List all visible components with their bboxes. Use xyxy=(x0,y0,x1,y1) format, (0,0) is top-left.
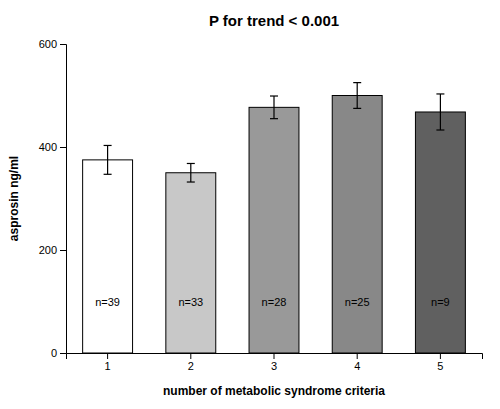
y-tick-label: 600 xyxy=(39,38,57,50)
x-tick-mark xyxy=(107,353,108,359)
x-axis: 1 2 3 4 5 xyxy=(67,353,483,372)
x-tick-label: 1 xyxy=(105,360,111,372)
title: P for trend < 0.001 xyxy=(209,12,339,29)
annotations: n=39 n=33 n=28 n=25 n=9 xyxy=(95,296,450,308)
error-bar-cap xyxy=(436,93,444,94)
x-tick-mark xyxy=(274,353,275,359)
y-tick-label: 0 xyxy=(51,347,57,359)
y-tick-mark xyxy=(60,250,66,251)
y-axis: 0 200 400 600 xyxy=(39,38,67,359)
chart: n=39 n=33 n=28 n=25 n=9 1 2 3 4 5 0 200 400 600 P for … xyxy=(0,0,500,409)
y-tick: 200 xyxy=(39,244,66,256)
error-bar-cap xyxy=(187,163,195,164)
y-tick-label: 200 xyxy=(39,244,57,256)
error-bar xyxy=(187,163,195,182)
x-tick-mark xyxy=(440,353,441,359)
error-bar-cap xyxy=(187,181,195,182)
y-tick-mark xyxy=(60,44,66,45)
error-bar xyxy=(436,94,444,130)
annotation: n=9 xyxy=(431,296,450,308)
plot: n=39 n=33 n=28 n=25 n=9 1 2 3 4 5 0 200 400 600 xyxy=(39,38,483,372)
x-tick: 1 xyxy=(105,353,111,372)
annotation: n=39 xyxy=(95,296,120,308)
marks xyxy=(83,83,466,353)
x-tick: 3 xyxy=(271,353,277,372)
bar xyxy=(166,173,216,353)
x-tick: 5 xyxy=(437,353,443,372)
error-bar-cap xyxy=(104,174,112,175)
annotation: n=28 xyxy=(262,296,287,308)
error-bar-cap xyxy=(270,118,278,119)
error-bar-cap xyxy=(353,82,361,83)
bar xyxy=(332,96,382,354)
x-tick-label: 2 xyxy=(188,360,194,372)
bar xyxy=(415,112,465,353)
error-bar xyxy=(270,96,278,119)
error-bar-stem xyxy=(357,83,358,109)
bar xyxy=(83,160,133,353)
error-bar-cap xyxy=(436,129,444,130)
x-tick-label: 4 xyxy=(354,360,360,372)
x-axis-title: number of metabolic syndrome criteria xyxy=(163,384,385,398)
x-tick-mark xyxy=(357,353,358,359)
error-bar-stem xyxy=(273,96,274,119)
bar xyxy=(249,107,299,353)
y-tick: 0 xyxy=(51,347,66,359)
x-tick-label: 5 xyxy=(437,360,443,372)
y-tick-mark xyxy=(60,147,66,148)
annotation: n=25 xyxy=(345,296,370,308)
error-bar-stem xyxy=(440,94,441,130)
error-bar xyxy=(104,145,112,174)
y-tick: 400 xyxy=(39,141,66,153)
y-tick: 600 xyxy=(39,38,66,50)
y-tick-label: 400 xyxy=(39,141,57,153)
x-tick: 2 xyxy=(188,353,194,372)
x-axis-line xyxy=(67,354,483,360)
error-bar-stem xyxy=(107,145,108,174)
error-bar-cap xyxy=(104,145,112,146)
x-tick-mark xyxy=(190,353,191,359)
error-bar-cap xyxy=(353,108,361,109)
y-tick-mark xyxy=(60,353,66,354)
error-bar-cap xyxy=(270,95,278,96)
y-axis-title: asprosin ng/ml xyxy=(7,156,21,241)
annotation: n=33 xyxy=(178,296,203,308)
x-tick: 4 xyxy=(354,353,360,372)
x-tick-label: 3 xyxy=(271,360,277,372)
y-axis-line xyxy=(60,45,67,354)
error-bar xyxy=(353,83,361,109)
error-bar-stem xyxy=(190,163,191,182)
